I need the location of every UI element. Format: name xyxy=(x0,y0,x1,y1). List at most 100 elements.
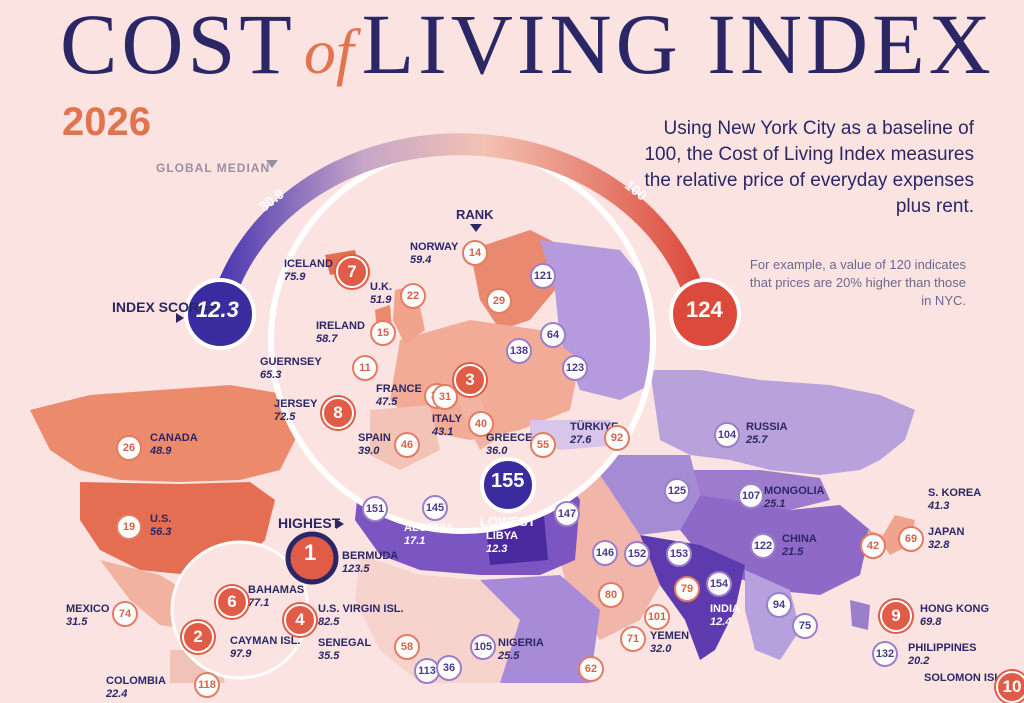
rank-badge: 10 xyxy=(996,671,1024,703)
country-name: CAYMAN ISL. xyxy=(230,635,301,647)
min-score: 12.3 xyxy=(196,297,239,322)
country-index-value: 69.8 xyxy=(920,616,942,628)
rank-badge: 104 xyxy=(714,422,740,448)
max-score-circle xyxy=(669,278,741,350)
global-median-label: GLOBAL MEDIAN xyxy=(156,161,271,175)
rank-badge: 11 xyxy=(352,355,378,381)
country-index-value: 48.9 xyxy=(150,445,172,457)
country-label-solomon-isl-: SOLOMON ISL. xyxy=(924,672,1004,685)
russia-shape xyxy=(650,370,915,475)
country-name: HONG KONG xyxy=(920,603,990,615)
country-name: FRANCE xyxy=(376,383,422,395)
rank-badge: 122 xyxy=(750,533,776,559)
country-name: NIGERIA xyxy=(498,637,544,649)
country-name: S. KOREA xyxy=(928,487,982,499)
country-name: SENEGAL xyxy=(318,637,372,649)
rank-badge: 121 xyxy=(530,263,556,289)
country-label-u-k-: U.K. 51.9 xyxy=(370,281,392,307)
country-index-value: 22.4 xyxy=(106,688,128,700)
central-africa-shape xyxy=(480,575,600,683)
score-gauge-arc xyxy=(209,133,711,315)
country-name: ITALY xyxy=(432,413,462,425)
rank-badge: 123 xyxy=(562,355,588,381)
rank-badge: 62 xyxy=(578,656,604,682)
highest-label: HIGHEST xyxy=(278,515,341,531)
country-name: JERSEY xyxy=(274,398,318,410)
country-name: INDIA xyxy=(710,603,740,615)
rank-badge: 75 xyxy=(792,613,818,639)
country-label-norway: NORWAY 59.4 xyxy=(410,241,458,267)
country-label-mexico: MEXICO 31.5 xyxy=(66,603,109,629)
country-name: GREECE xyxy=(486,432,533,444)
country-name: PHILIPPINES xyxy=(908,642,977,654)
highest-pointer xyxy=(336,519,344,529)
country-index-value: 12.3 xyxy=(486,543,508,555)
country-label-canada: CANADA 48.9 xyxy=(150,432,198,458)
rank-badge: 146 xyxy=(592,540,618,566)
rank-badge: 101 xyxy=(644,604,670,630)
rank-badge: 40 xyxy=(468,411,494,437)
index-scores-label: INDEX SCORES xyxy=(112,299,218,315)
country-index-value: 20.2 xyxy=(908,655,930,667)
index-pointer xyxy=(176,313,184,323)
country-name: LIBYA xyxy=(486,530,518,542)
rank-badge: 6 xyxy=(216,586,248,618)
libya-rank: 155 xyxy=(491,470,525,492)
rank-badge: 74 xyxy=(112,601,138,627)
country-index-value: 51.9 xyxy=(370,294,392,306)
country-name: JAPAN xyxy=(928,526,965,538)
lowest-label: LOWEST xyxy=(480,514,536,529)
country-label-china: CHINA 21.5 xyxy=(782,533,817,559)
rank-badge: 4 xyxy=(284,604,316,636)
country-name: YEMEN xyxy=(650,630,690,642)
country-label-s-korea: S. KOREA 41.3 xyxy=(928,487,981,513)
country-label-russia: RUSSIA 25.7 xyxy=(746,421,788,447)
country-index-value: 27.6 xyxy=(570,434,592,446)
country-label-bermuda: BERMUDA 123.5 xyxy=(342,550,398,576)
country-index-value: 72.5 xyxy=(274,411,296,423)
country-index-value: 32.8 xyxy=(928,539,950,551)
rank-badge: 58 xyxy=(394,634,420,660)
country-name: RUSSIA xyxy=(746,421,788,433)
libya-highlight-circle xyxy=(480,457,536,513)
rank-badge: 19 xyxy=(116,514,142,540)
country-name: COLOMBIA xyxy=(106,675,166,687)
country-label-cayman-isl-: CAYMAN ISL. 97.9 xyxy=(230,635,301,661)
example-text: For example, a value of 120 indicates th… xyxy=(749,257,966,308)
country-label-ireland: IRELAND 58.7 xyxy=(316,320,365,346)
rank-badge: 55 xyxy=(530,432,556,458)
country-index-value: 39.0 xyxy=(358,445,380,457)
country-label-libya: LIBYA 12.3 xyxy=(486,530,518,556)
year-label: 2026 xyxy=(62,100,151,144)
country-name: SOLOMON ISL. xyxy=(924,672,1005,684)
country-name: BERMUDA xyxy=(342,550,399,562)
rank-badge: 79 xyxy=(674,576,700,602)
rank-badge: 153 xyxy=(666,541,692,567)
rank-badge: 125 xyxy=(664,478,690,504)
country-name: MEXICO xyxy=(66,603,110,615)
rank-badge: 151 xyxy=(362,496,388,522)
bermuda-rank: 1 xyxy=(304,540,317,565)
country-name: CANADA xyxy=(150,432,198,444)
country-index-value: 47.5 xyxy=(376,396,398,408)
country-label-france: FRANCE 47.5 xyxy=(376,383,422,409)
rank-badge: 2 xyxy=(182,621,214,653)
country-label-philippines: PHILIPPINES 20.2 xyxy=(908,642,976,668)
country-label-nigeria: NIGERIA 25.5 xyxy=(498,637,544,663)
rank-badge: 64 xyxy=(540,322,566,348)
page-title: COST ofLIVING INDEX xyxy=(60,0,995,92)
country-index-value: 97.9 xyxy=(230,648,252,660)
country-name: U.S. VIRGIN ISL. xyxy=(318,603,404,615)
max-score: 124 xyxy=(686,297,723,322)
rank-badge: 118 xyxy=(194,672,220,698)
country-label-spain: SPAIN 39.0 xyxy=(358,432,391,458)
rank-badge: 147 xyxy=(554,501,580,527)
rank-badge: 15 xyxy=(370,320,396,346)
country-name: U.S. xyxy=(150,513,172,525)
country-name: U.K. xyxy=(370,281,392,293)
country-index-value: 123.5 xyxy=(342,563,370,575)
country-index-value: 31.5 xyxy=(66,616,88,628)
country-label-japan: JAPAN 32.8 xyxy=(928,526,964,552)
rank-badge: 152 xyxy=(624,541,650,567)
country-index-value: 17.1 xyxy=(404,535,426,547)
